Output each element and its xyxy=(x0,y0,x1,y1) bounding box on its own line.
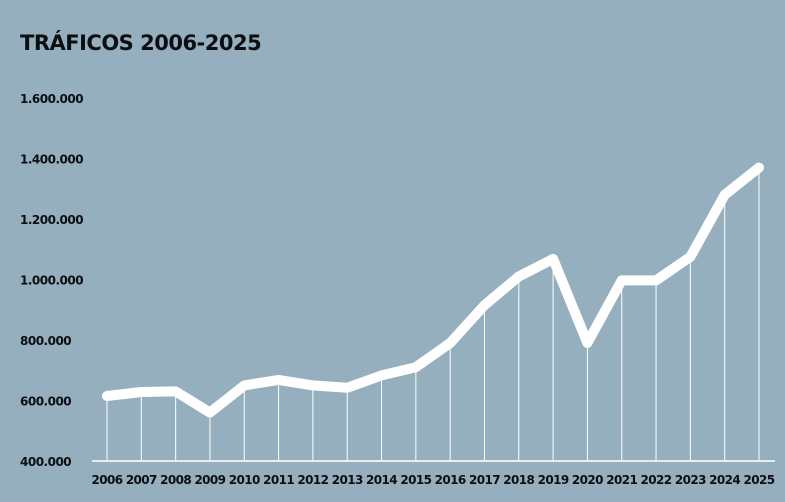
y-tick-label: 1.000.000 xyxy=(20,274,83,288)
x-tick-label: 2020 xyxy=(572,473,603,487)
x-tick-label: 2016 xyxy=(435,473,466,487)
x-axis-ticks: 2006 2007 2008 2009 2010 2011 2012 2013 2014 2015… xyxy=(92,473,776,487)
x-tick-label: 2015 xyxy=(400,473,431,487)
x-tick-label: 2008 xyxy=(160,473,191,487)
chart-title: TRÁFICOS 2006-2025 xyxy=(20,30,261,55)
drop-lines xyxy=(106,167,760,461)
x-tick-label: 2025 xyxy=(744,473,775,487)
y-axis-ticks: 400.000 600.000 800.000 1.000.000 1.200.000 1… xyxy=(20,92,84,469)
x-tick-label: 2022 xyxy=(641,473,672,487)
y-tick-label: 1.200.000 xyxy=(20,213,83,227)
x-tick-label: 2024 xyxy=(709,473,740,487)
series-line xyxy=(102,162,764,418)
x-tick-label: 2006 xyxy=(92,473,123,487)
y-tick-label: 600.000 xyxy=(20,395,71,409)
y-tick-label: 800.000 xyxy=(20,334,71,348)
x-tick-label: 2012 xyxy=(297,473,328,487)
y-tick-label: 1.600.000 xyxy=(20,92,83,106)
x-tick-label: 2009 xyxy=(194,473,225,487)
y-tick-label: 400.000 xyxy=(20,455,71,469)
x-tick-label: 2019 xyxy=(538,473,569,487)
y-tick-label: 1.400.000 xyxy=(20,153,83,167)
x-tick-label: 2013 xyxy=(332,473,363,487)
x-tick-label: 2010 xyxy=(229,473,260,487)
x-tick-label: 2014 xyxy=(366,473,397,487)
x-tick-label: 2007 xyxy=(126,473,157,487)
x-tick-label: 2018 xyxy=(503,473,534,487)
x-tick-label: 2023 xyxy=(675,473,706,487)
x-tick-label: 2021 xyxy=(606,473,637,487)
x-tick-label: 2017 xyxy=(469,473,500,487)
x-tick-label: 2011 xyxy=(263,473,294,487)
